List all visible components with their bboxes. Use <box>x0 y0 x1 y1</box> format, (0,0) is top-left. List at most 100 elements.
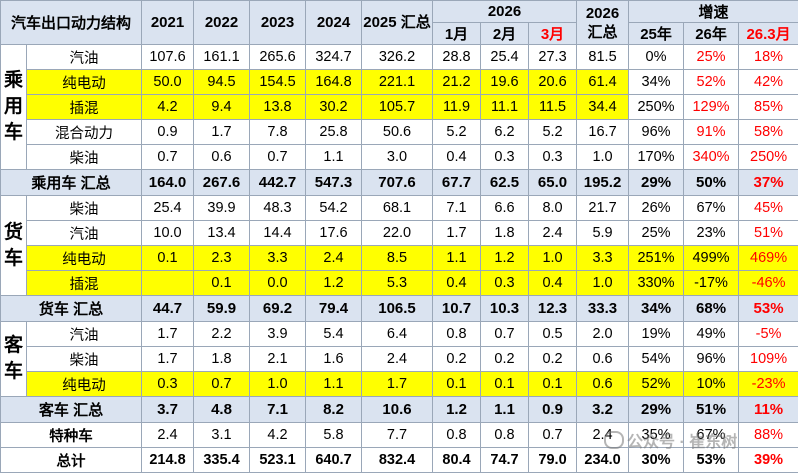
subtotal-row: 乘用车 汇总 164.0 267.6 442.7 547.3 707.6 67.… <box>1 170 798 196</box>
cell: 59.9 <box>194 296 250 322</box>
cell: 16.7 <box>577 120 629 145</box>
cell: 3.2 <box>577 397 629 423</box>
table-row: 汽油 10.0 13.4 14.4 17.6 22.0 1.7 1.8 2.4 … <box>1 221 798 246</box>
cell: 442.7 <box>250 170 306 196</box>
growth-cell: 85% <box>739 95 798 120</box>
cell: 11.5 <box>529 95 577 120</box>
cell: 1.2 <box>433 397 481 423</box>
cell: 1.7 <box>194 120 250 145</box>
cell: 79.0 <box>529 448 577 473</box>
cell: 1.0 <box>577 271 629 296</box>
growth-cell: 109% <box>739 347 798 372</box>
cell: 5.3 <box>362 271 433 296</box>
cell: 1.1 <box>481 397 529 423</box>
cell: 50.0 <box>142 70 194 95</box>
cell: 1.2 <box>481 246 529 271</box>
cell: 1.1 <box>306 145 362 170</box>
growth-cell: 35% <box>629 423 684 448</box>
cell: 324.7 <box>306 45 362 70</box>
table-row: 纯电动 0.3 0.7 1.0 1.1 1.7 0.1 0.1 0.1 0.6 … <box>1 372 798 397</box>
cell: 107.6 <box>142 45 194 70</box>
cell: 640.7 <box>306 448 362 473</box>
cell: 164.0 <box>142 170 194 196</box>
row-label: 汽油 <box>27 45 142 70</box>
cell: 4.2 <box>250 423 306 448</box>
growth-cell: 129% <box>684 95 739 120</box>
growth-cell: 251% <box>629 246 684 271</box>
cell: 69.2 <box>250 296 306 322</box>
cell: 0.6 <box>577 347 629 372</box>
cell: 0.0 <box>250 271 306 296</box>
cell: 10.6 <box>362 397 433 423</box>
growth-cell: 18% <box>739 45 798 70</box>
year-2023-header: 2023 <box>250 1 306 45</box>
cell: 6.6 <box>481 196 529 221</box>
cell: 50.6 <box>362 120 433 145</box>
cell: 10.3 <box>481 296 529 322</box>
cell: 1.8 <box>481 221 529 246</box>
row-label: 客车 汇总 <box>1 397 142 423</box>
cell: 4.8 <box>194 397 250 423</box>
cell: 68.1 <box>362 196 433 221</box>
cell: 25.4 <box>142 196 194 221</box>
cell: 0.2 <box>481 347 529 372</box>
cell: 5.2 <box>433 120 481 145</box>
total-row: 总计 214.8 335.4 523.1 640.7 832.4 80.4 74… <box>1 448 798 473</box>
cell: 0.7 <box>529 423 577 448</box>
cell: 62.5 <box>481 170 529 196</box>
cell: 0.7 <box>194 372 250 397</box>
cell: 0.3 <box>481 271 529 296</box>
cell: 39.9 <box>194 196 250 221</box>
cell: 13.4 <box>194 221 250 246</box>
year-2021-header: 2021 <box>142 1 194 45</box>
cell: 1.8 <box>194 347 250 372</box>
cell: 0.8 <box>433 322 481 347</box>
row-label: 货车 汇总 <box>1 296 142 322</box>
cell: 3.9 <box>250 322 306 347</box>
cell: 2.2 <box>194 322 250 347</box>
cell: 2.3 <box>194 246 250 271</box>
cell: 5.2 <box>529 120 577 145</box>
growth-cell: 96% <box>684 347 739 372</box>
table-row: 客车 汽油 1.7 2.2 3.9 5.4 6.4 0.8 0.7 0.5 2.… <box>1 322 798 347</box>
growth-cell: 34% <box>629 70 684 95</box>
cell: 2.0 <box>577 322 629 347</box>
row-label: 纯电动 <box>27 246 142 271</box>
cell: 25.8 <box>306 120 362 145</box>
cell: 11.1 <box>481 95 529 120</box>
cell: 106.5 <box>362 296 433 322</box>
growth-cell: 39% <box>739 448 798 473</box>
cell: 1.7 <box>142 322 194 347</box>
cell: 1.7 <box>142 347 194 372</box>
header-row: 汽车出口动力结构 2021 2022 2023 2024 2025 汇总 202… <box>1 1 798 23</box>
growth-cell: 88% <box>739 423 798 448</box>
cell: 1.1 <box>306 372 362 397</box>
cell: 7.1 <box>433 196 481 221</box>
growth-cell: 26% <box>629 196 684 221</box>
cell: 195.2 <box>577 170 629 196</box>
cell: 523.1 <box>250 448 306 473</box>
growth-cell: 499% <box>684 246 739 271</box>
row-label: 柴油 <box>27 145 142 170</box>
cell: 0.1 <box>194 271 250 296</box>
subtotal-row: 货车 汇总 44.7 59.9 69.2 79.4 106.5 10.7 10.… <box>1 296 798 322</box>
cell: 11.9 <box>433 95 481 120</box>
growth-cell: 25% <box>629 221 684 246</box>
cell: 0.1 <box>433 372 481 397</box>
year-2024-header: 2024 <box>306 1 362 45</box>
cell: 9.4 <box>194 95 250 120</box>
growth-header: 增速 <box>629 1 798 23</box>
category-bus: 客车 <box>1 322 27 397</box>
cell: 1.6 <box>306 347 362 372</box>
cell: 17.6 <box>306 221 362 246</box>
table-row: 插混 4.2 9.4 13.8 30.2 105.7 11.9 11.1 11.… <box>1 95 798 120</box>
cell: 34.4 <box>577 95 629 120</box>
cell: 74.7 <box>481 448 529 473</box>
growth-cell: 68% <box>684 296 739 322</box>
growth-cell: 37% <box>739 170 798 196</box>
category-truck: 货车 <box>1 196 27 296</box>
cell: 214.8 <box>142 448 194 473</box>
cell: 20.6 <box>529 70 577 95</box>
cell: 0.1 <box>142 246 194 271</box>
